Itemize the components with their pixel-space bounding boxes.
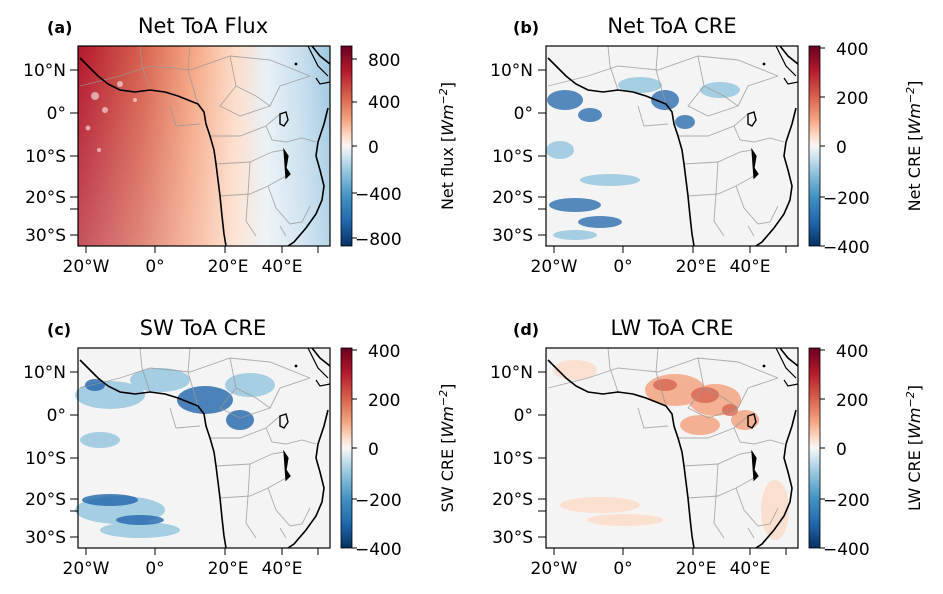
lat-tick-label: 30°S [25, 528, 66, 548]
lon-tick-label: 20°E [208, 559, 249, 579]
colorbar: 400 200 0 −200 −400 SW CRE [Wm−2] [340, 342, 457, 560]
lat-tick-label: 10°S [25, 449, 66, 469]
lon-tick-label: 20°W [531, 559, 578, 579]
lat-tick-label: 20°S [25, 188, 66, 208]
lat-tick-label: 10°S [492, 449, 533, 469]
panel-tag: (c) [47, 320, 71, 339]
colorbar-label: SW CRE [Wm−2] [437, 384, 457, 513]
lon-axis: 20°W 0° 20°E 40°E [63, 548, 319, 579]
panel-title: Net ToA Flux [138, 14, 268, 38]
colorbar-label: Net flux [Wm−2] [437, 82, 457, 210]
panel-d: (d) LW ToA CRE 10°N 0° 10°S 20°S 3 [490, 316, 924, 579]
panel-tag: (d) [513, 320, 539, 339]
lat-tick-label: 30°S [492, 226, 533, 246]
colorbar-tick-label: 0 [368, 138, 379, 158]
colorbar-tick-label: −200 [823, 189, 870, 209]
lon-tick-label: 0° [145, 559, 164, 579]
map-area [77, 45, 331, 247]
colorbar-tick-label: 400 [368, 93, 400, 113]
lon-tick-label: 20°E [676, 559, 717, 579]
colorbar-tick-label: −400 [355, 540, 402, 560]
colorbar-tick-label: 200 [836, 391, 868, 411]
lon-tick-label: 0° [145, 257, 164, 277]
map-area [75, 347, 331, 549]
lat-tick-label: 20°S [492, 490, 533, 510]
map-area [545, 347, 799, 549]
lat-tick-label: 30°S [25, 226, 66, 246]
lon-tick-label: 20°E [208, 257, 249, 277]
colorbar-tick-label: 0 [836, 440, 847, 460]
lon-tick-label: 40°E [730, 559, 771, 579]
lat-axis: 10°N 0° 10°S 20°S 30°S [23, 363, 78, 548]
lon-axis: 20°W 0° 20°E 40°E [531, 246, 787, 277]
panel-a: (a) Net ToA Flux 10°N 0° 10°S 20°S 30°S … [23, 14, 457, 277]
lon-tick-label: 0° [613, 559, 632, 579]
colorbar-gradient [340, 45, 353, 247]
colorbar-tick-label: −400 [823, 540, 870, 560]
panel-c: (c) SW ToA CRE 10°N 0° 10°S 20°S 30°S [23, 316, 457, 579]
lat-tick-label: 30°S [492, 528, 533, 548]
panel-title: LW ToA CRE [611, 316, 734, 340]
colorbar-tick-label: 400 [368, 342, 400, 362]
lat-tick-label: 10°N [23, 61, 66, 81]
lat-tick-label: 10°S [492, 147, 533, 167]
lon-tick-label: 40°E [262, 257, 303, 277]
map-area [545, 45, 799, 247]
colorbar-tick-label: 400 [836, 342, 868, 362]
lat-tick-label: 20°S [25, 490, 66, 510]
colorbar-label: LW CRE [Wm−2] [904, 385, 924, 511]
lon-tick-label: 20°W [63, 559, 110, 579]
lat-tick-label: 0° [514, 104, 533, 124]
panel-tag: (b) [513, 18, 539, 37]
lon-tick-label: 40°E [730, 257, 771, 277]
colorbar-tick-marks [352, 47, 825, 549]
lat-axis: 10°N 0° 10°S 20°S 30°S [490, 363, 546, 548]
lon-tick-label: 0° [613, 257, 632, 277]
panel-b: (b) Net ToA CRE 10°N 0° 10°S 20°S 30°S [490, 14, 924, 277]
lat-tick-label: 0° [514, 406, 533, 426]
colorbar-tick-label: 800 [368, 51, 400, 71]
lat-tick-label: 10°S [25, 147, 66, 167]
lat-tick-label: 10°N [490, 363, 533, 383]
lon-tick-label: 20°W [63, 257, 110, 277]
lon-tick-label: 20°E [676, 257, 717, 277]
lon-tick-label: 40°E [262, 559, 303, 579]
colorbar-tick-label: −400 [355, 185, 402, 205]
colorbar: 800 400 0 −400 −800 Net flux [Wm−2] [340, 45, 457, 250]
colorbar-tick-label: −400 [823, 238, 870, 258]
colorbar-gradient [808, 347, 821, 549]
panel-title: Net ToA CRE [607, 14, 736, 38]
lat-tick-label: 0° [47, 406, 66, 426]
lat-tick-label: 10°N [23, 363, 66, 383]
colorbar-tick-label: 200 [836, 89, 868, 109]
colorbar-tick-label: 0 [368, 440, 379, 460]
panel-tag: (a) [47, 18, 72, 37]
lat-axis: 10°N 0° 10°S 20°S 30°S [490, 61, 546, 246]
lon-axis: 20°W 0° 20°E 40°E [63, 246, 319, 277]
lon-tick-label: 20°W [531, 257, 578, 277]
panel-title: SW ToA CRE [140, 316, 266, 340]
lon-axis: 20°W 0° 20°E 40°E [531, 548, 787, 579]
colorbar-tick-label: 200 [368, 391, 400, 411]
colorbar-tick-label: −200 [823, 491, 870, 511]
colorbar-gradient [808, 45, 821, 247]
lat-tick-label: 20°S [492, 188, 533, 208]
colorbar-gradient [340, 347, 353, 549]
colorbar-label: Net CRE [Wm−2] [904, 81, 924, 212]
lat-axis: 10°N 0° 10°S 20°S 30°S [23, 61, 78, 246]
colorbar-tick-label: −200 [355, 491, 402, 511]
colorbar-tick-label: 0 [836, 138, 847, 158]
colorbar: 400 200 0 −200 −400 Net CRE [Wm−2] [808, 40, 924, 258]
lat-tick-label: 10°N [490, 61, 533, 81]
colorbar-tick-label: −800 [355, 230, 402, 250]
lat-tick-label: 0° [47, 104, 66, 124]
colorbar: 400 200 0 −200 −400 LW CRE [Wm−2] [808, 342, 924, 560]
colorbar-tick-label: 400 [836, 40, 868, 60]
